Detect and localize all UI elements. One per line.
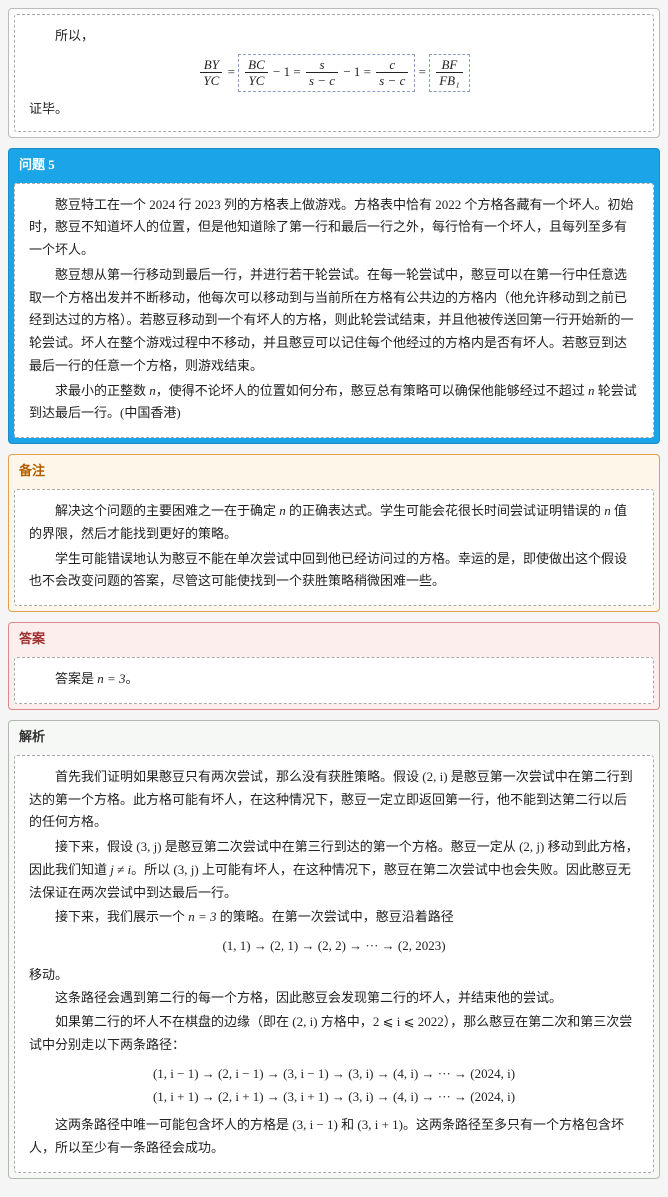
solution-p5: 这条路径会遇到第二行的每一个方格，因此憨豆会发现第二行的坏人，并结束他的尝试。 [29,987,639,1010]
problem-body: 憨豆特工在一个 2024 行 2023 列的方格表上做游戏。方格表中恰有 202… [14,183,654,439]
answer-text: 答案是 n = 3。 [29,668,639,691]
solution-eq1: (1, 1) → (2, 1) → (2, 2) → ··· → (2, 202… [29,935,639,958]
solution-p2: 接下来，假设 (3, j) 是憨豆第二次尝试中在第三行到达的第一个方格。憨豆一定… [29,836,639,904]
dashed-frac-1: BCYC − 1 = ss − c − 1 = cs − c [238,54,415,92]
solution-p6: 如果第二行的坏人不在棋盘的边缘（即在 (2, i) 方格中，2 ⩽ i ⩽ 20… [29,1011,639,1057]
remark-p2: 学生可能错误地认为憨豆不能在单次尝试中回到他已经访问过的方格。幸运的是，即使做出… [29,548,639,594]
proof-end: 证毕。 [29,98,639,121]
remark-title: 备注 [9,455,659,484]
solution-body: 首先我们证明如果憨豆只有两次尝试，那么没有获胜策略。假设 (2, i) 是憨豆第… [14,755,654,1173]
solution-p3: 接下来，我们展示一个 n = 3 的策略。在第一次尝试中，憨豆沿着路径 [29,906,639,929]
proof-body: 所以， BYYC = BCYC − 1 = ss − c − 1 = cs − … [14,14,654,132]
proof-equation: BYYC = BCYC − 1 = ss − c − 1 = cs − c = … [29,54,639,92]
remark-box: 备注 解决这个问题的主要困难之一在于确定 n 的正确表达式。学生可能会花很长时间… [8,454,660,612]
answer-title: 答案 [9,623,659,652]
remark-body: 解决这个问题的主要困难之一在于确定 n 的正确表达式。学生可能会花很长时间尝试证… [14,489,654,606]
solution-box: 解析 首先我们证明如果憨豆只有两次尝试，那么没有获胜策略。假设 (2, i) 是… [8,720,660,1179]
proof-intro: 所以， [29,25,639,48]
problem-p2: 憨豆想从第一行移动到最后一行，并进行若干轮尝试。在每一轮尝试中，憨豆可以在第一行… [29,264,639,378]
solution-p1: 首先我们证明如果憨豆只有两次尝试，那么没有获胜策略。假设 (2, i) 是憨豆第… [29,766,639,834]
answer-box: 答案 答案是 n = 3。 [8,622,660,710]
solution-title: 解析 [9,721,659,750]
problem-box: 问题 5 憨豆特工在一个 2024 行 2023 列的方格表上做游戏。方格表中恰… [8,148,660,445]
remark-p1: 解决这个问题的主要困难之一在于确定 n 的正确表达式。学生可能会花很长时间尝试证… [29,500,639,546]
dashed-frac-2: BFFB₁ [429,54,469,92]
solution-p7: 这两条路径中唯一可能包含坏人的方格是 (3, i − 1) 和 (3, i + … [29,1114,639,1160]
problem-p1: 憨豆特工在一个 2024 行 2023 列的方格表上做游戏。方格表中恰有 202… [29,194,639,262]
solution-p4: 移动。 [29,964,639,987]
answer-body: 答案是 n = 3。 [14,657,654,704]
proof-remnant-box: 所以， BYYC = BCYC − 1 = ss − c − 1 = cs − … [8,8,660,138]
problem-title: 问题 5 [9,149,659,178]
problem-p3: 求最小的正整数 n，使得不论坏人的位置如何分布，憨豆总有策略可以确保他能够经过不… [29,380,639,426]
solution-eq2: (1, i − 1) → (2, i − 1) → (3, i − 1) → (… [29,1063,639,1109]
